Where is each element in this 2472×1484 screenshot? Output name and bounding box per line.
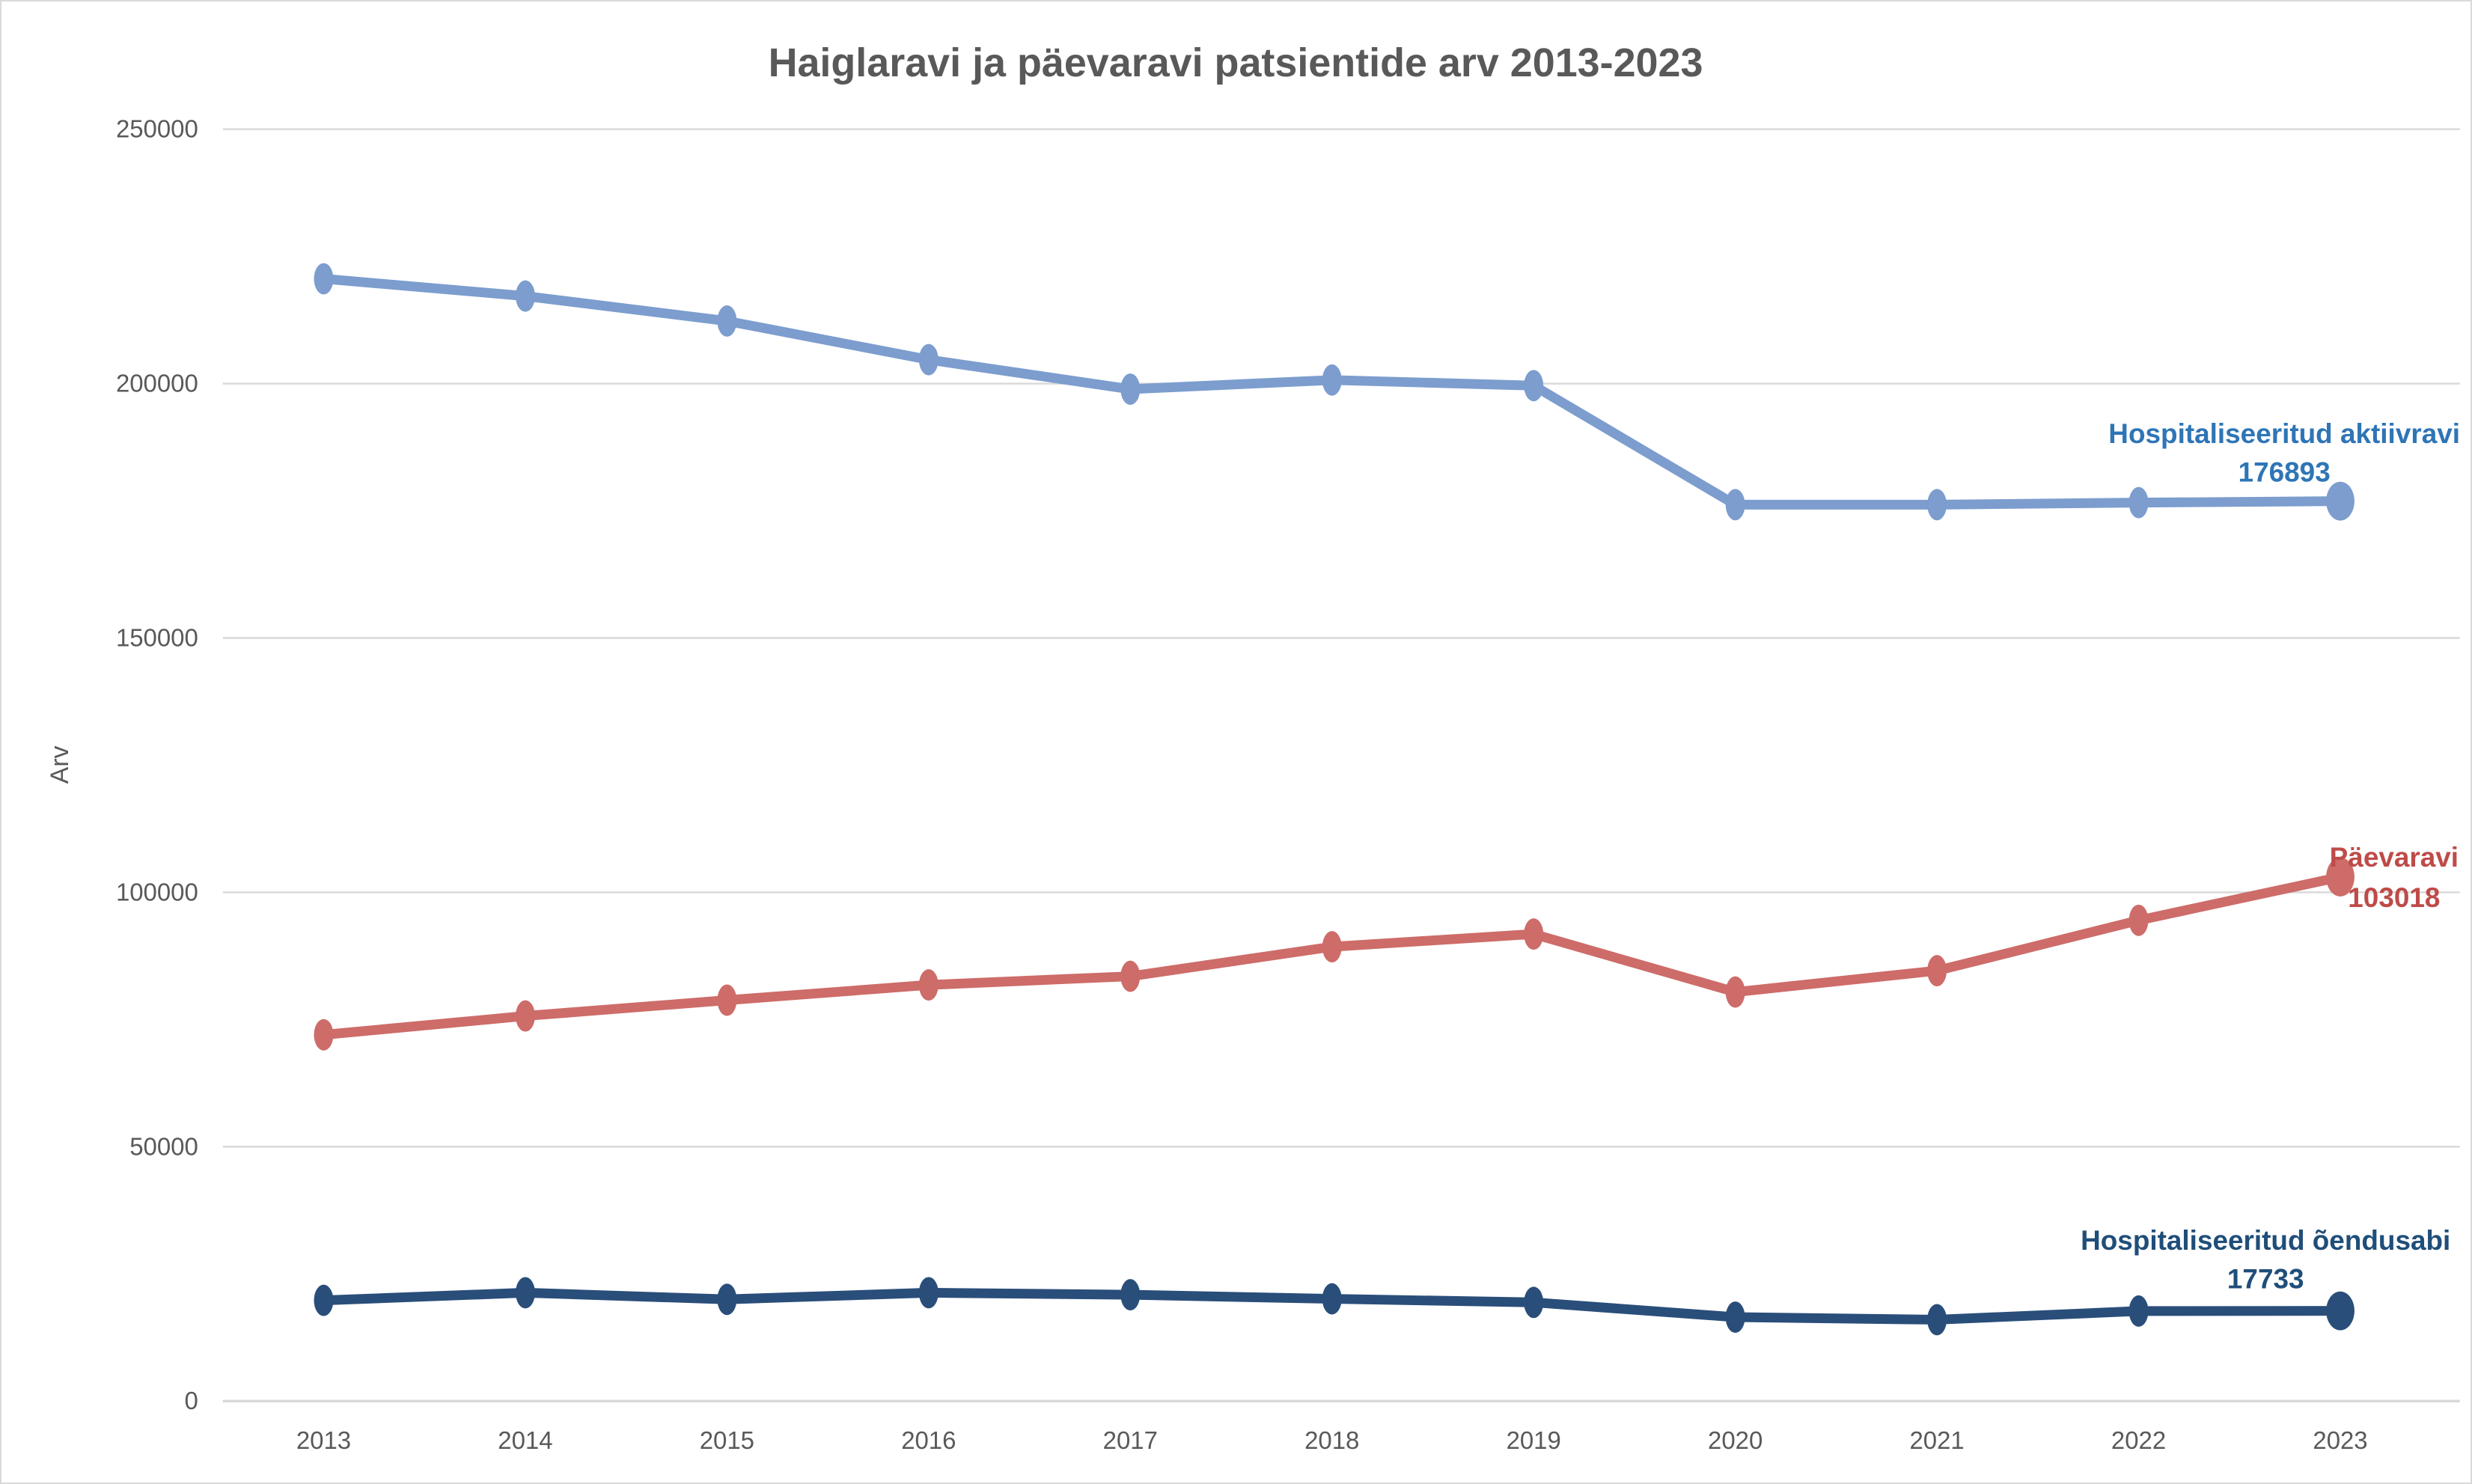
series-label-name-2: Hospitaliseeritud õendusabi <box>2081 1225 2450 1256</box>
x-tick-2020: 2020 <box>1708 1426 1763 1454</box>
data-point-marker <box>515 280 535 312</box>
data-point-marker <box>1524 918 1544 950</box>
data-point-marker <box>918 343 939 376</box>
data-point-marker <box>1322 364 1342 396</box>
x-tick-2014: 2014 <box>498 1426 552 1454</box>
y-tick-0: 0 <box>184 1387 198 1414</box>
data-point-marker <box>1120 373 1141 406</box>
y-tick-50000: 50000 <box>129 1132 198 1160</box>
data-point-marker <box>2128 904 2149 936</box>
chart-title: Haiglaravi ja päevaravi patsientide arv … <box>769 40 1703 85</box>
data-point-marker <box>314 263 334 295</box>
x-tick-2021: 2021 <box>1909 1426 1964 1454</box>
x-tick-2016: 2016 <box>901 1426 956 1454</box>
y-tick-100000: 100000 <box>116 878 198 906</box>
data-point-marker <box>1927 489 1947 521</box>
data-point-marker <box>515 1000 535 1032</box>
x-tick-2018: 2018 <box>1304 1426 1359 1454</box>
x-tick-2015: 2015 <box>700 1426 754 1454</box>
data-point-marker <box>1725 976 1745 1008</box>
data-point-marker <box>1322 931 1342 963</box>
data-point-marker <box>918 969 939 1001</box>
data-point-marker <box>918 1277 939 1309</box>
series-label-value-1: 103018 <box>2348 882 2440 913</box>
data-point-marker <box>1927 1304 1947 1336</box>
data-point-marker <box>2128 486 2149 519</box>
series-label-value-2: 17733 <box>2227 1264 2304 1295</box>
data-point-marker <box>1120 1279 1141 1311</box>
x-tick-2022: 2022 <box>2111 1426 2166 1454</box>
x-tick-2013: 2013 <box>296 1426 351 1454</box>
data-point-marker <box>1725 1301 1745 1334</box>
data-point-marker <box>717 984 737 1016</box>
data-point-marker <box>1927 955 1947 987</box>
x-tick-2023: 2023 <box>2313 1426 2367 1454</box>
data-point-marker <box>2326 1291 2354 1331</box>
data-point-marker <box>717 1283 737 1316</box>
data-point-marker <box>1524 370 1544 402</box>
y-tick-200000: 200000 <box>116 370 198 397</box>
x-tick-2017: 2017 <box>1103 1426 1158 1454</box>
data-point-marker <box>1322 1283 1342 1315</box>
data-point-marker <box>2326 857 2354 897</box>
y-tick-250000: 250000 <box>116 115 198 143</box>
data-point-marker <box>314 1019 334 1051</box>
y-tick-150000: 150000 <box>116 623 198 651</box>
y-axis-title: Arv <box>46 745 74 784</box>
data-point-marker <box>1725 489 1745 521</box>
x-tick-2019: 2019 <box>1507 1426 1561 1454</box>
data-point-marker <box>717 305 737 337</box>
series-label-name-0: Hospitaliseeritud aktiivravi <box>2108 418 2460 449</box>
data-point-marker <box>314 1284 334 1316</box>
data-point-marker <box>1120 960 1141 992</box>
series-label-value-0: 176893 <box>2238 457 2331 488</box>
data-point-marker <box>515 1277 535 1309</box>
data-point-marker <box>1524 1286 1544 1319</box>
data-point-marker <box>2128 1295 2149 1327</box>
data-point-marker <box>2326 481 2354 521</box>
series-label-name-1: Päevaravi <box>2330 842 2459 873</box>
